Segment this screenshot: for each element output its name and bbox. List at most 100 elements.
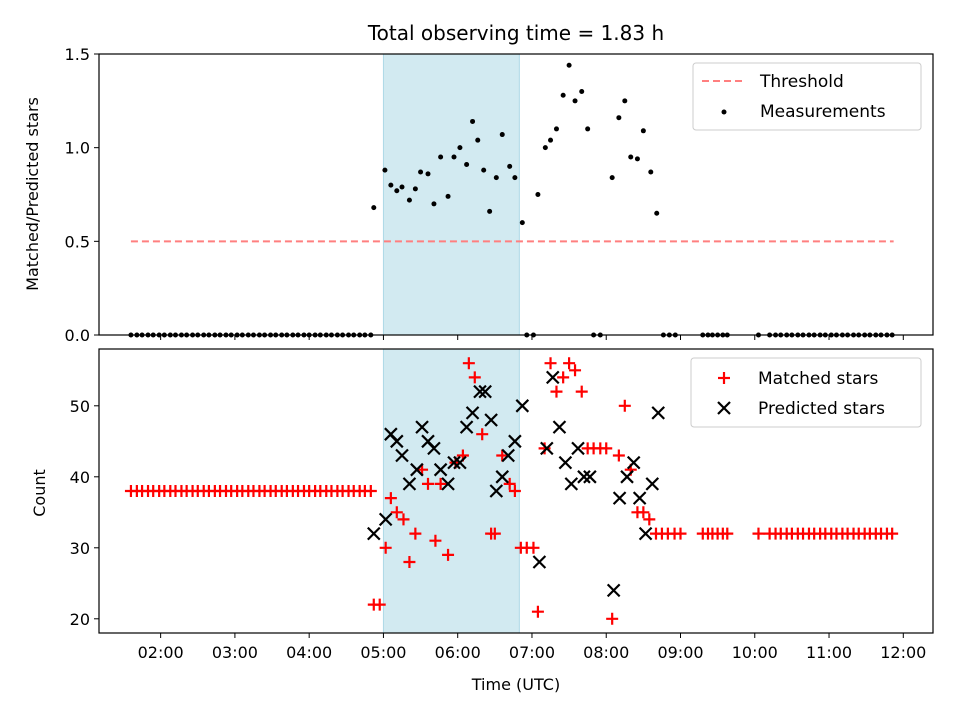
y-tick-label: 0.0: [65, 326, 90, 345]
measurement-point: [535, 192, 541, 197]
y-tick-label: 40: [70, 468, 90, 487]
bottom-axes-frame: [98, 348, 934, 634]
matched-star-point: [434, 477, 447, 490]
matched-star-point: [600, 442, 613, 455]
matched-star-point: [364, 485, 377, 497]
measurement-point: [519, 220, 525, 226]
bottom-series: [124, 357, 899, 625]
matched-star-point: [527, 541, 540, 554]
x-tick-label: 07:00: [509, 643, 555, 662]
matched-star-point: [403, 556, 416, 568]
measurement-point: [622, 98, 628, 104]
top-series: [128, 62, 895, 338]
measurement-point: [654, 210, 660, 216]
legend-measurements-label: Measurements: [760, 102, 886, 122]
matched-star-point: [575, 385, 588, 398]
bottom-legend: Matched stars Predicted stars: [690, 357, 922, 428]
measurement-point: [431, 201, 437, 207]
x-tick-label: 11:00: [806, 643, 852, 662]
measurement-point: [648, 169, 654, 175]
matched-star-point: [563, 357, 576, 370]
matched-star-point: [538, 442, 551, 455]
predicted-star-point: [378, 512, 393, 527]
measurement-point: [475, 137, 481, 143]
measurement-point: [371, 205, 377, 211]
matched-star-point: [397, 513, 410, 526]
matched-star-point: [550, 385, 563, 398]
predicted-star-point: [410, 462, 424, 477]
top-axes-frame: [98, 53, 934, 336]
x-tick-label: 06:00: [435, 643, 481, 662]
predicted-star-point: [532, 555, 547, 569]
predicted-star-point: [459, 420, 474, 434]
matched-star-point: [373, 598, 386, 611]
predicted-star-point: [558, 455, 573, 470]
predicted-star-point: [515, 399, 530, 413]
matched-star-point: [468, 371, 481, 384]
x-tick-label: 04:00: [286, 643, 332, 662]
matched-star-point: [557, 371, 570, 384]
matched-star-point: [503, 477, 516, 490]
y-tick-label: 50: [70, 397, 90, 416]
measurement-point: [438, 154, 444, 160]
measurement-point: [616, 115, 622, 121]
matched-star-point: [496, 449, 509, 462]
matched-star-point: [390, 506, 403, 519]
matched-star-point: [637, 506, 650, 519]
top-panel: 0.0 0.5 1.0 1.5 Matched/Predicted stars Thr…: [23, 45, 934, 345]
predicted-star-point: [495, 470, 510, 484]
top-legend: Threshold Measurements: [692, 62, 922, 131]
x-tick-label: 05:00: [360, 643, 406, 662]
predicted-star-point: [540, 441, 554, 456]
predicted-star-point: [501, 448, 515, 463]
top-x-ticks: [160, 335, 904, 340]
predicted-star-point: [447, 455, 461, 470]
legend-predicted-label: Predicted stars: [758, 399, 885, 419]
measurement-point: [382, 167, 388, 173]
measurement-point: [560, 92, 566, 98]
predicted-star-point: [645, 477, 660, 491]
x-tick-label: 10:00: [732, 643, 778, 662]
measurement-point: [388, 182, 394, 188]
measurement-point: [634, 156, 640, 162]
legend-matched-swatch: [718, 372, 730, 384]
measurement-point: [487, 208, 493, 214]
y-tick-label: 30: [70, 539, 90, 558]
predicted-star-point: [552, 420, 567, 434]
x-tick-label: 03:00: [212, 643, 258, 662]
legend-measurements-swatch: [721, 109, 727, 115]
bottom-y-axis-label: Count: [30, 469, 49, 517]
legend-threshold-label: Threshold: [759, 72, 844, 92]
x-tick-label: 08:00: [583, 643, 629, 662]
predicted-star-point: [651, 406, 665, 420]
predicted-star-point: [583, 470, 597, 484]
observing-window-span: [382, 53, 520, 336]
matched-star-point: [569, 364, 582, 377]
predicted-star-point: [441, 477, 455, 491]
measurement-point: [628, 154, 634, 160]
measurement-point: [507, 163, 513, 169]
measurement-point: [640, 128, 646, 134]
measurement-point: [394, 188, 400, 194]
predicted-star-point: [465, 406, 480, 420]
predicted-star-point: [577, 470, 591, 484]
measurement-point: [445, 193, 451, 199]
matched-star-point: [384, 492, 397, 505]
figure-title: Total observing time = 1.83 h: [367, 21, 664, 45]
matched-star-point: [886, 527, 899, 540]
predicted-star-point: [626, 455, 641, 470]
legend-predicted-swatch: [717, 401, 731, 415]
observing-window-span: [382, 348, 520, 634]
measurement-point: [412, 186, 418, 192]
predicted-star-point: [620, 470, 634, 484]
matched-star-point: [421, 477, 434, 490]
matched-star-point: [462, 357, 475, 370]
matched-star-point: [544, 357, 557, 370]
measurement-point: [493, 175, 499, 181]
measurement-point: [425, 171, 431, 177]
matched-star-point: [508, 485, 521, 497]
predicted-star-point: [395, 448, 409, 463]
matched-star-point: [488, 527, 501, 540]
bottom-x-ticks: 02:00 03:00 04:00 05:00 06:00 07:00 08:00 09:00…: [138, 633, 926, 662]
